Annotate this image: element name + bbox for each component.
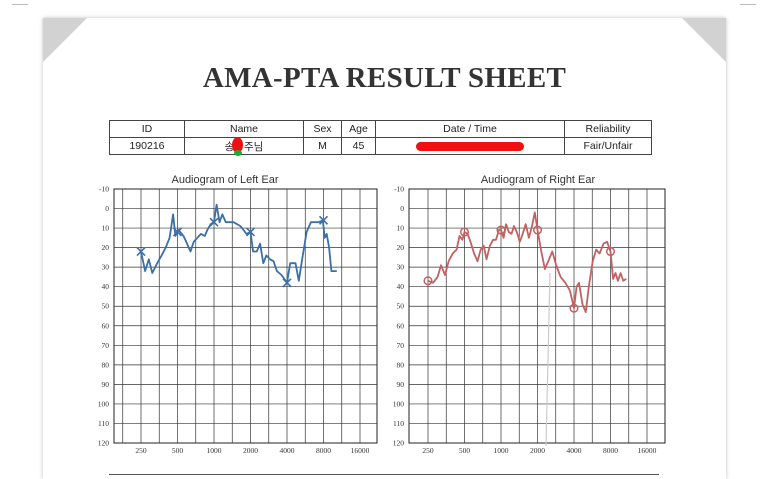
chart-frame (113, 188, 378, 444)
x-tick-label: 16000 (351, 446, 370, 455)
y-tick-label: 60 (102, 321, 110, 330)
y-tick-label: 70 (102, 341, 110, 350)
right-ear-marker-o (459, 227, 470, 237)
x-tick-label: 8000 (603, 446, 618, 455)
right-ear-marker-o (569, 303, 579, 313)
value-name-cell: 송ㅇ주님 (184, 137, 304, 156)
left-ear-threshold-line (140, 203, 337, 284)
right-ear-marker-o (605, 246, 616, 257)
y-tick-label: 10 (102, 224, 110, 233)
value-date-time-redacted (375, 137, 565, 155)
x-tick-label: 4000 (280, 446, 295, 455)
value-sex: M (303, 137, 342, 155)
y-tick-label: 0 (105, 204, 109, 213)
x-tick-label: 2000 (243, 446, 258, 455)
x-tick-label: 2000 (530, 446, 545, 455)
right-ear-chart-title: Audiogram of Right Ear (480, 174, 596, 186)
y-tick-label: 10 (397, 224, 405, 233)
header-reliability: Reliability (564, 120, 652, 138)
left-ear-marker-x (245, 227, 256, 237)
redaction-bar (416, 141, 524, 151)
y-tick-label: 20 (102, 243, 110, 252)
y-tick-label: 50 (397, 302, 405, 311)
y-tick-label: 40 (397, 282, 405, 291)
y-tick-label: 100 (98, 399, 110, 408)
y-tick-label: 110 (393, 419, 404, 428)
y-tick-label: 0 (400, 204, 404, 213)
y-tick-label: 90 (102, 380, 110, 389)
x-tick-label: 16000 (638, 446, 657, 455)
redaction-mark (232, 137, 243, 153)
page-corner-fold-right (682, 18, 726, 62)
left-ear-marker-x (172, 227, 183, 237)
page-bottom-rule (109, 474, 659, 479)
y-tick-label: 30 (102, 263, 110, 272)
x-tick-label: 500 (459, 446, 471, 455)
y-tick-label: 60 (397, 321, 405, 330)
x-tick-label: 1000 (494, 446, 509, 455)
y-tick-label: 120 (393, 439, 405, 448)
x-tick-label: 250 (422, 446, 434, 455)
right-ear-marker-o (496, 225, 506, 235)
x-tick-label: 250 (135, 446, 147, 455)
y-tick-label: 30 (397, 263, 405, 272)
y-tick-label: 80 (397, 360, 405, 369)
y-tick-label: -10 (99, 185, 109, 194)
left-ear-marker-x (282, 278, 292, 288)
y-tick-label: -10 (394, 185, 404, 194)
chart-frame (408, 188, 666, 444)
x-tick-label: 4000 (567, 446, 582, 455)
left-ear-marker-x (318, 215, 329, 225)
patient-info-table: ID Name Sex Age Date / Time Reliability … (109, 120, 652, 156)
x-tick-label: 500 (172, 446, 184, 455)
right-ear-marker-o (532, 225, 543, 235)
scan-artifact-line (545, 272, 551, 447)
left-ear-marker-x (209, 217, 219, 227)
redaction-mark-green (234, 150, 242, 156)
page-corner-fold-left (43, 18, 87, 62)
y-tick-label: 120 (98, 439, 110, 448)
window-corner-right (740, 0, 756, 5)
y-tick-label: 100 (393, 399, 405, 408)
y-tick-label: 80 (102, 360, 110, 369)
left-ear-chart-title: Audiogram of Left Ear (171, 174, 279, 186)
y-tick-label: 70 (397, 341, 405, 350)
x-tick-label: 1000 (207, 446, 222, 455)
value-reliability: Fair/Unfair (564, 137, 652, 155)
result-sheet-page: AMA-PTA RESULT SHEET ID Name Sex Age Dat… (43, 18, 726, 479)
y-tick-label: 50 (102, 302, 110, 311)
y-tick-label: 40 (102, 282, 110, 291)
y-tick-label: 110 (98, 419, 109, 428)
window-corner-left (12, 0, 28, 5)
y-tick-label: 90 (397, 380, 405, 389)
y-tick-label: 20 (397, 243, 405, 252)
left-ear-marker-x (136, 246, 146, 257)
right-ear-marker-o (423, 276, 433, 286)
right-ear-threshold-line (427, 211, 627, 314)
document-title: AMA-PTA RESULT SHEET (202, 62, 567, 94)
value-id: 190216 (109, 137, 185, 155)
x-tick-label: 8000 (316, 446, 331, 455)
header-age: Age (341, 120, 376, 138)
